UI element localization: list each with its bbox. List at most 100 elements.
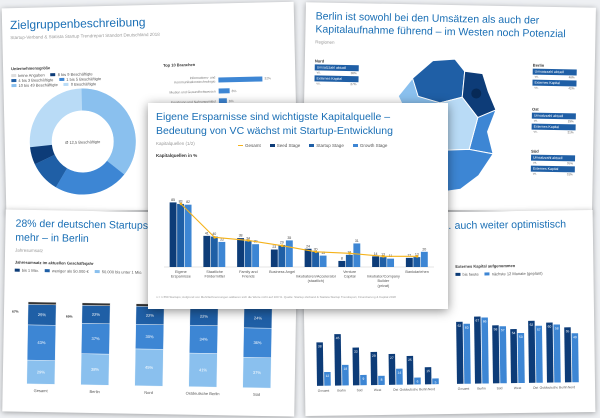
segment-label: 38% (91, 367, 100, 372)
legend-item: Startup Stage (309, 143, 344, 148)
bar (420, 251, 428, 267)
region-table-nord: Nord Umsatzzahl aktuell vs. 38% Externes … (314, 58, 359, 86)
legend-item: Growth Stage (352, 143, 387, 148)
x-tick-label: (staatlich) (308, 279, 325, 283)
bar (474, 316, 482, 384)
bar (406, 355, 414, 385)
bar-value-label: 8 (341, 256, 343, 260)
bar-value-label: 20 (314, 247, 318, 251)
bar-value-label: 55 (566, 329, 570, 333)
region-value: 38% (350, 71, 357, 76)
gesamt-point (280, 244, 284, 248)
bar-value-label: 58 (555, 326, 559, 330)
gesamt-point (382, 255, 385, 258)
segment-label: 34% (200, 337, 209, 342)
bar (424, 367, 432, 385)
footnote: n = 1.550 Startups; Aufgrund von Mehrfac… (156, 295, 396, 299)
bar-value-label: 83 (179, 199, 183, 203)
industry-bars: Informations- und Kommunikationstechnolo… (163, 74, 284, 105)
gesamt-line (180, 203, 418, 257)
bar (499, 326, 507, 384)
bar (517, 332, 525, 384)
bar (387, 258, 395, 267)
gesamt-point (213, 236, 216, 239)
x-tick-label: Ersparnisse (171, 275, 191, 279)
capital-chart-left: 38 12 Gesamt 45 18 Berlin 33 9 Süd 29 8 West 27 14 Ost… (316, 334, 439, 393)
bar-value-label: 62 (530, 323, 534, 327)
bar-value-label: 25 (408, 358, 412, 362)
bar (432, 378, 439, 385)
bar (210, 236, 218, 267)
segment-label: 36% (253, 340, 262, 345)
segment-label: 22% (200, 314, 209, 319)
category-label: Ost (533, 386, 538, 390)
bar (244, 241, 252, 267)
bar-value-label: 29 (280, 240, 284, 244)
bar (370, 351, 378, 386)
bar (352, 347, 360, 386)
bar-value-label: 82 (186, 200, 190, 204)
region-name: Nord (314, 58, 325, 64)
chart-heading: Jahresumsatz im aktuellen Geschäftsjahr (14, 259, 94, 267)
bar-value-label: 34 (246, 237, 250, 241)
bar-value-label: 14 (398, 371, 402, 375)
slide-title: Zielgruppenbeschreibung (9, 15, 146, 33)
x-tick-label: Bankdarlehen (405, 270, 428, 274)
bar (252, 244, 260, 267)
category-label: West (374, 388, 382, 392)
bar (546, 322, 554, 383)
bar-value-label: 15 (426, 369, 430, 373)
slide-external-capital: … mit Abstand am meisten … auch weiter o… (302, 209, 596, 417)
segment-label: 22% (146, 313, 155, 318)
bar-value-label: 33 (220, 237, 224, 241)
bar (345, 254, 353, 267)
bar (278, 244, 286, 267)
bar (396, 368, 403, 385)
bar-value-label: 14 (374, 252, 378, 256)
category-label: West (514, 386, 522, 390)
bar-value-label: 15 (321, 251, 325, 255)
x-tick-label: Staatliche (206, 270, 223, 274)
bar-heading: Top 10 Branchen (162, 61, 196, 68)
segment-label: 37% (253, 370, 262, 375)
legend-item: Seed Stage (269, 143, 300, 148)
bar (312, 251, 320, 267)
industry-label: Medien und Gesundheitswesen (169, 89, 216, 95)
region-table-ost: Ost Umsatzzahl aktuell vs. 29% Externes K… (531, 106, 577, 135)
bar-value-label: 49 (573, 335, 577, 339)
bar-value-label: 40 (212, 232, 216, 236)
bar-value-label: 12 (407, 253, 411, 257)
legend-item: Gesamt (238, 143, 261, 148)
industry-row: Informations- und Kommunikationstechnolo… (163, 74, 283, 85)
bar-value-label: 62 (458, 324, 462, 328)
gesamt-point (348, 252, 351, 255)
bar-value-label: 57 (537, 328, 541, 332)
category-label: Nord (568, 385, 575, 389)
bar-value-label: 38 (239, 234, 243, 238)
bar (553, 324, 561, 383)
region-name: Berlin (532, 62, 545, 68)
bar (413, 257, 421, 267)
donut-center-label: Ø 12,5 Beschäftigte (65, 139, 101, 145)
slide-subtitle: Kapitalquellen (1/2) (156, 141, 195, 146)
category-label: Nord (428, 387, 435, 391)
region-name: Ost (531, 106, 539, 112)
bar (456, 321, 464, 384)
bar (564, 327, 572, 383)
bar (535, 325, 543, 383)
slide-title-line1: Eigene Ersparnisse sind wichtigste Kapit… (156, 111, 391, 123)
bar (571, 333, 579, 383)
industry-bar (218, 75, 263, 82)
bar-value-label: 35 (287, 236, 291, 240)
category-label: Ost (393, 388, 398, 392)
slide-target-group: Zielgruppenbeschreibung Startup-Verband … (1, 1, 299, 214)
bar-value-label: 27 (390, 356, 394, 360)
bar-value-label: 38 (318, 344, 322, 348)
bar-value-label: 9 (363, 377, 365, 381)
bar (405, 257, 413, 267)
region-value: 46% (568, 75, 575, 80)
bar (177, 203, 185, 267)
category-label: Süd (253, 392, 260, 397)
bar-value-label: 60 (465, 326, 469, 330)
